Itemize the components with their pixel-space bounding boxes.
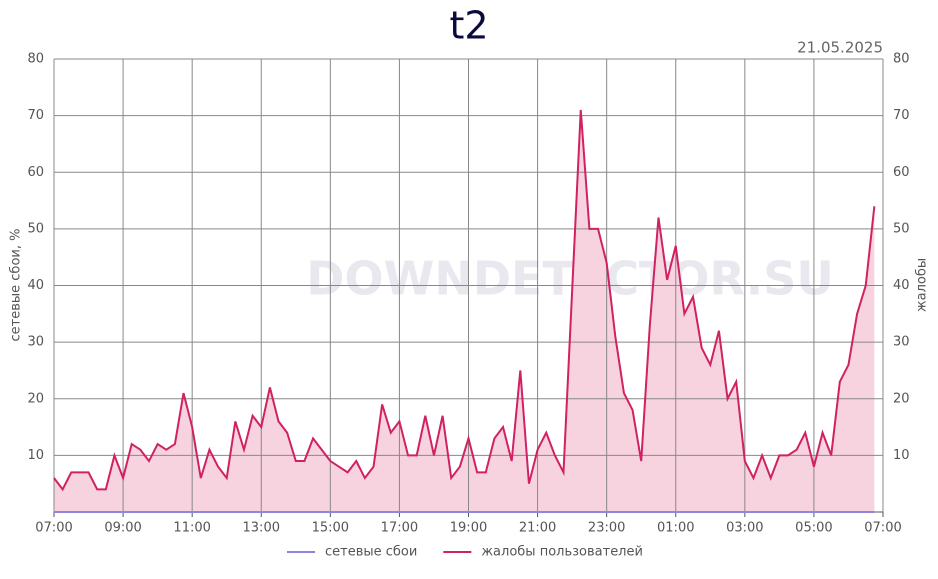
watermark: DOWNDETECTOR.SU	[306, 252, 833, 306]
y2-tick-label: 20	[893, 391, 910, 406]
x-tick-label: 11:00	[173, 521, 210, 536]
y-tick-label: 60	[27, 165, 44, 180]
y2-tick-label: 50	[893, 221, 910, 236]
line	[53, 109, 876, 492]
x-tick-label: 07:00	[864, 521, 901, 536]
y-tick-label: 20	[27, 391, 44, 406]
y2-tick-label: 30	[893, 335, 910, 350]
y2-tick-label: 10	[893, 448, 910, 463]
y-tick-label: 40	[27, 278, 44, 293]
y2-axis-label: жалобы	[915, 258, 930, 312]
y2-tick-label: 60	[893, 165, 910, 180]
chart-title: t2	[449, 4, 488, 48]
y-tick-label: 50	[27, 221, 44, 236]
x-tick-label: 01:00	[657, 521, 694, 536]
y2-tick-label: 80	[893, 52, 910, 67]
legend-label: жалобы пользователей	[481, 545, 643, 560]
x-tick-label: 15:00	[312, 521, 349, 536]
x-tick-label: 21:00	[519, 521, 556, 536]
area	[54, 109, 875, 513]
x-tick-label: 17:00	[381, 521, 418, 536]
x-tick-label: 09:00	[104, 521, 141, 536]
y-axis-label: сетевые сбои, %	[9, 229, 24, 342]
y-tick-label: 70	[27, 108, 44, 123]
x-tick-label: 13:00	[243, 521, 280, 536]
legend-label: сетевые сбои	[325, 545, 417, 560]
y2-tick-label: 70	[893, 108, 910, 123]
y-tick-label: 30	[27, 335, 44, 350]
y2-tick-label: 40	[893, 278, 910, 293]
date: 21.05.2025	[797, 39, 883, 57]
x-tick-label: 03:00	[726, 521, 763, 536]
x-tick-label: 19:00	[450, 521, 487, 536]
y-tick-label: 80	[27, 52, 44, 67]
y-tick-label: 10	[27, 448, 44, 463]
x-tick-label: 07:00	[35, 521, 72, 536]
x-tick-label: 05:00	[795, 521, 832, 536]
x-tick-label: 23:00	[588, 521, 625, 536]
